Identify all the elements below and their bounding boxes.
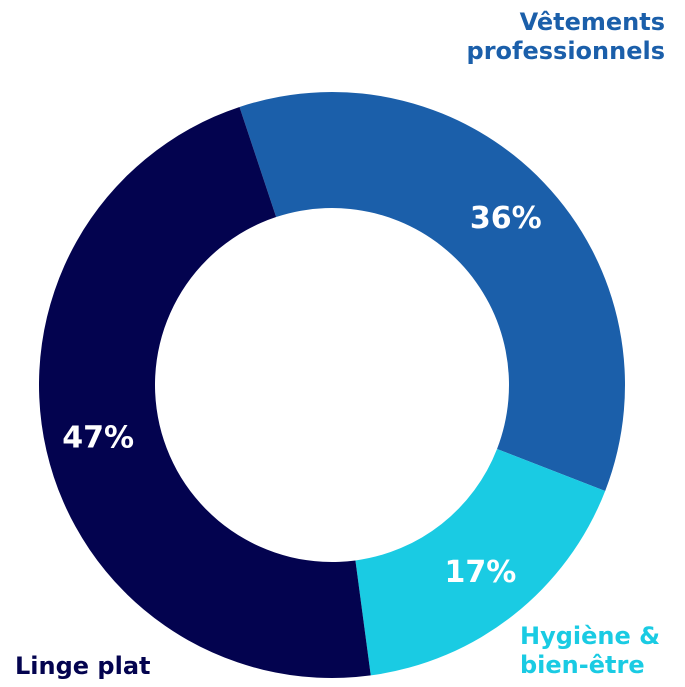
value-label: 36% [470, 201, 542, 236]
donut-slice [239, 92, 626, 491]
donut-slice [39, 106, 371, 679]
category-label: Hygiène & bien-être [520, 622, 661, 679]
value-label: 47% [62, 420, 134, 455]
donut-slice [355, 449, 606, 676]
category-label: Linge plat [15, 652, 151, 680]
value-label: 17% [445, 555, 517, 590]
category-label: Vêtements professionnels [466, 8, 665, 65]
